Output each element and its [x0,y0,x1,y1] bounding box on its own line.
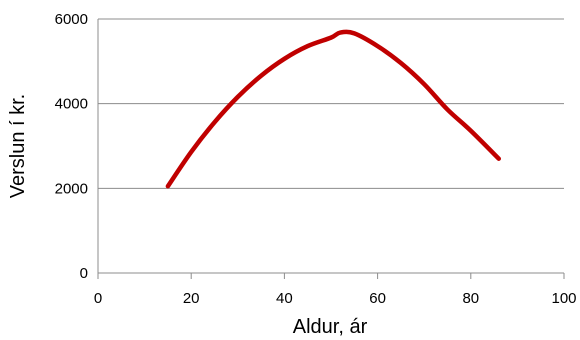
x-tick-label: 100 [551,290,576,307]
axes [97,19,565,279]
x-axis-label: Aldur, ár [293,316,368,338]
x-tick-label: 20 [183,290,200,307]
x-tick-label: 40 [276,290,293,307]
x-tick-label: 80 [462,290,479,307]
x-tick-label: 60 [369,290,386,307]
series-group [165,29,502,189]
y-tick-label: 2000 [55,180,88,197]
x-tick-label: 0 [94,290,102,307]
gridlines [98,18,564,189]
y-tick-label: 4000 [55,96,88,113]
series-line-0 [165,29,502,189]
x-tick-labels: 0 20 40 60 80 100 [94,290,577,307]
y-tick-label: 0 [80,265,88,282]
y-tick-labels: 0 2000 4000 6000 [55,11,88,282]
y-axis-label: Verslun í kr. [7,94,29,199]
y-tick-label: 6000 [55,11,88,28]
